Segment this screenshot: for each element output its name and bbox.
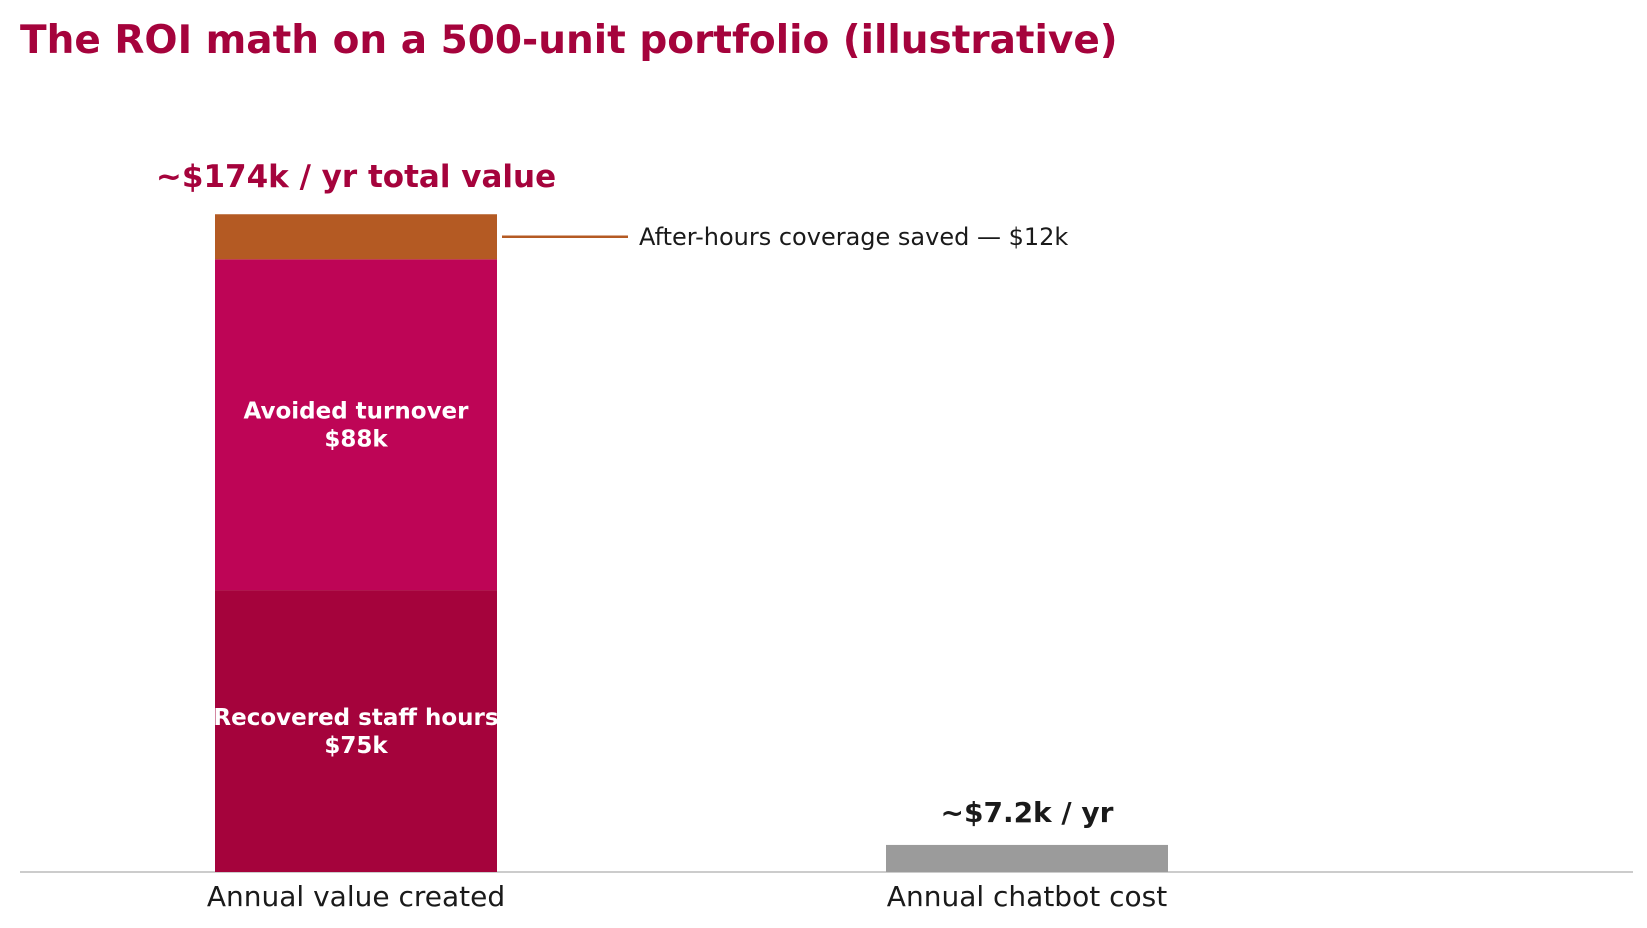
cost-value-label: ~$7.2k / yr [941, 796, 1114, 829]
bar-segment-1 [215, 259, 497, 591]
x-tick-label-1: Annual chatbot cost [887, 880, 1167, 913]
value-bar: Recovered staff hours$75k Avoided turnove… [156, 159, 556, 872]
annotation-text: After-hours coverage saved — $12k [639, 223, 1068, 251]
annotations: After-hours coverage saved — $12k [502, 223, 1068, 251]
x-tick-label-0: Annual value created [207, 880, 505, 913]
segment-label-1: Avoided turnover [243, 399, 469, 425]
total-value-label: ~$174k / yr total value [156, 159, 556, 195]
segment-label-0: Recovered staff hours [213, 705, 498, 731]
cost-bar-rect [886, 844, 1168, 872]
segment-value-0: $75k [324, 733, 388, 759]
chart-title: The ROI math on a 500-unit portfolio (il… [20, 18, 1118, 63]
x-axis-ticks: Annual value created Annual chatbot cost [207, 880, 1167, 913]
bar-segment-0 [215, 590, 497, 872]
segment-value-1: $88k [324, 427, 388, 453]
cost-bar: ~$7.2k / yr [886, 796, 1168, 872]
bar-segment-2 [215, 214, 497, 260]
